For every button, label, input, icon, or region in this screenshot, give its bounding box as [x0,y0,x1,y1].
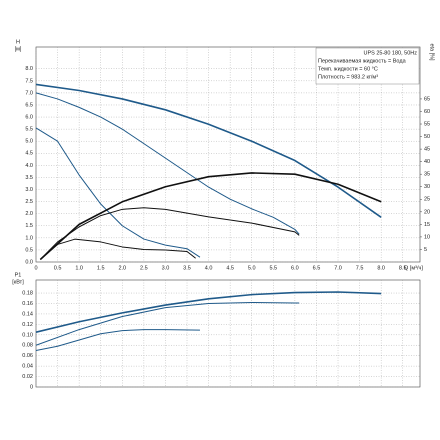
y-tick-label: 0.18 [22,291,33,297]
y-tick-label: 0.04 [22,364,33,370]
y-tick-label: 0 [30,384,33,390]
y-tick-label: 6.5 [25,102,33,108]
x-tick-label: 5.5 [269,265,277,271]
curve [35,291,382,333]
y-tick-label: 0.14 [22,311,33,317]
x-tick-label: 6.5 [313,265,321,271]
y-tick-label: 0.06 [22,353,33,359]
y-tick-label: 0.0 [25,259,33,265]
y-tick-label: 0.08 [22,343,33,349]
y2-tick-label: 60 [424,109,430,115]
y-tick-label: 0.02 [22,374,33,380]
info-box [315,47,420,85]
info-text: UPS 25-80 180, 50Hz [363,50,417,56]
x-axis-label: Q [м³/ч] [404,265,423,271]
y-tick-label: 5.0 [25,139,33,145]
y2-tick-label: 65 [424,96,430,102]
x-tick-label: 0 [34,265,37,271]
plot-frame [35,279,421,388]
y-axis-label: [кВт] [12,279,24,285]
x-tick-label: 6.0 [291,265,299,271]
curve [39,207,300,260]
y-tick-label: 5.5 [25,127,33,133]
y2-tick-label: 25 [424,197,430,203]
y2-tick-label: 50 [424,134,430,140]
x-tick-label: 4.0 [205,265,213,271]
y2-axis-label: eta [%] [429,43,435,61]
info-text: Плотность = 983.2 кг/м³ [318,74,378,80]
curve [39,172,382,261]
y-tick-label: 3.5 [25,175,33,181]
y2-tick-label: 15 [424,222,430,228]
y-tick-label: 1.5 [25,223,33,229]
y-tick-label: 2.0 [25,211,33,217]
y-tick-label: 0.16 [22,301,33,307]
y-axis-label: H [16,39,20,45]
y-tick-label: 4.5 [25,151,33,157]
y2-tick-label: 35 [424,172,430,178]
curve [39,238,196,260]
y-tick-label: 6.0 [25,115,33,121]
y2-tick-label: 45 [424,147,430,153]
x-tick-label: 1.5 [97,265,105,271]
x-tick-label: 7.5 [356,265,364,271]
x-tick-label: 3.5 [183,265,191,271]
y-tick-label: 1.0 [25,235,33,241]
y2-tick-label: 5 [424,247,427,253]
y2-tick-label: 20 [424,209,430,215]
x-tick-label: 8.0 [377,265,385,271]
y2-tick-label: 10 [424,234,430,240]
y2-tick-label: 40 [424,159,430,165]
x-tick-label: 0.5 [54,265,62,271]
y-tick-label: 3.0 [25,187,33,193]
x-tick-label: 1.0 [75,265,83,271]
y-tick-label: 4.0 [25,163,33,169]
y-tick-label: 0.5 [25,247,33,253]
y-tick-label: 0.10 [22,332,33,338]
y-axis-label: P1 [15,272,22,278]
curve [35,127,201,258]
y-tick-label: 7.5 [25,78,33,84]
curve [35,301,300,346]
x-tick-label: 8.5 [399,265,407,271]
x-tick-label: 2.5 [140,265,148,271]
x-tick-label: 7.0 [334,265,342,271]
y-tick-label: 8.0 [25,66,33,72]
y2-tick-label: 30 [424,184,430,190]
info-text: Темп. жидкости = 60 °C [318,66,378,72]
y-axis-label: [м] [15,46,22,52]
y-tick-label: 2.5 [25,199,33,205]
curve [35,329,200,351]
curve [35,83,382,218]
x-tick-label: 5.0 [248,265,256,271]
y-tick-label: 7.0 [25,90,33,96]
y-tick-label: 0.12 [22,322,33,328]
y2-tick-label: 55 [424,121,430,127]
x-tick-label: 4.5 [226,265,234,271]
info-text: Перекачиваемая жидкость = Вода [318,58,407,64]
curve [35,92,300,235]
x-tick-label: 3.0 [162,265,170,271]
x-tick-label: 2.0 [118,265,126,271]
